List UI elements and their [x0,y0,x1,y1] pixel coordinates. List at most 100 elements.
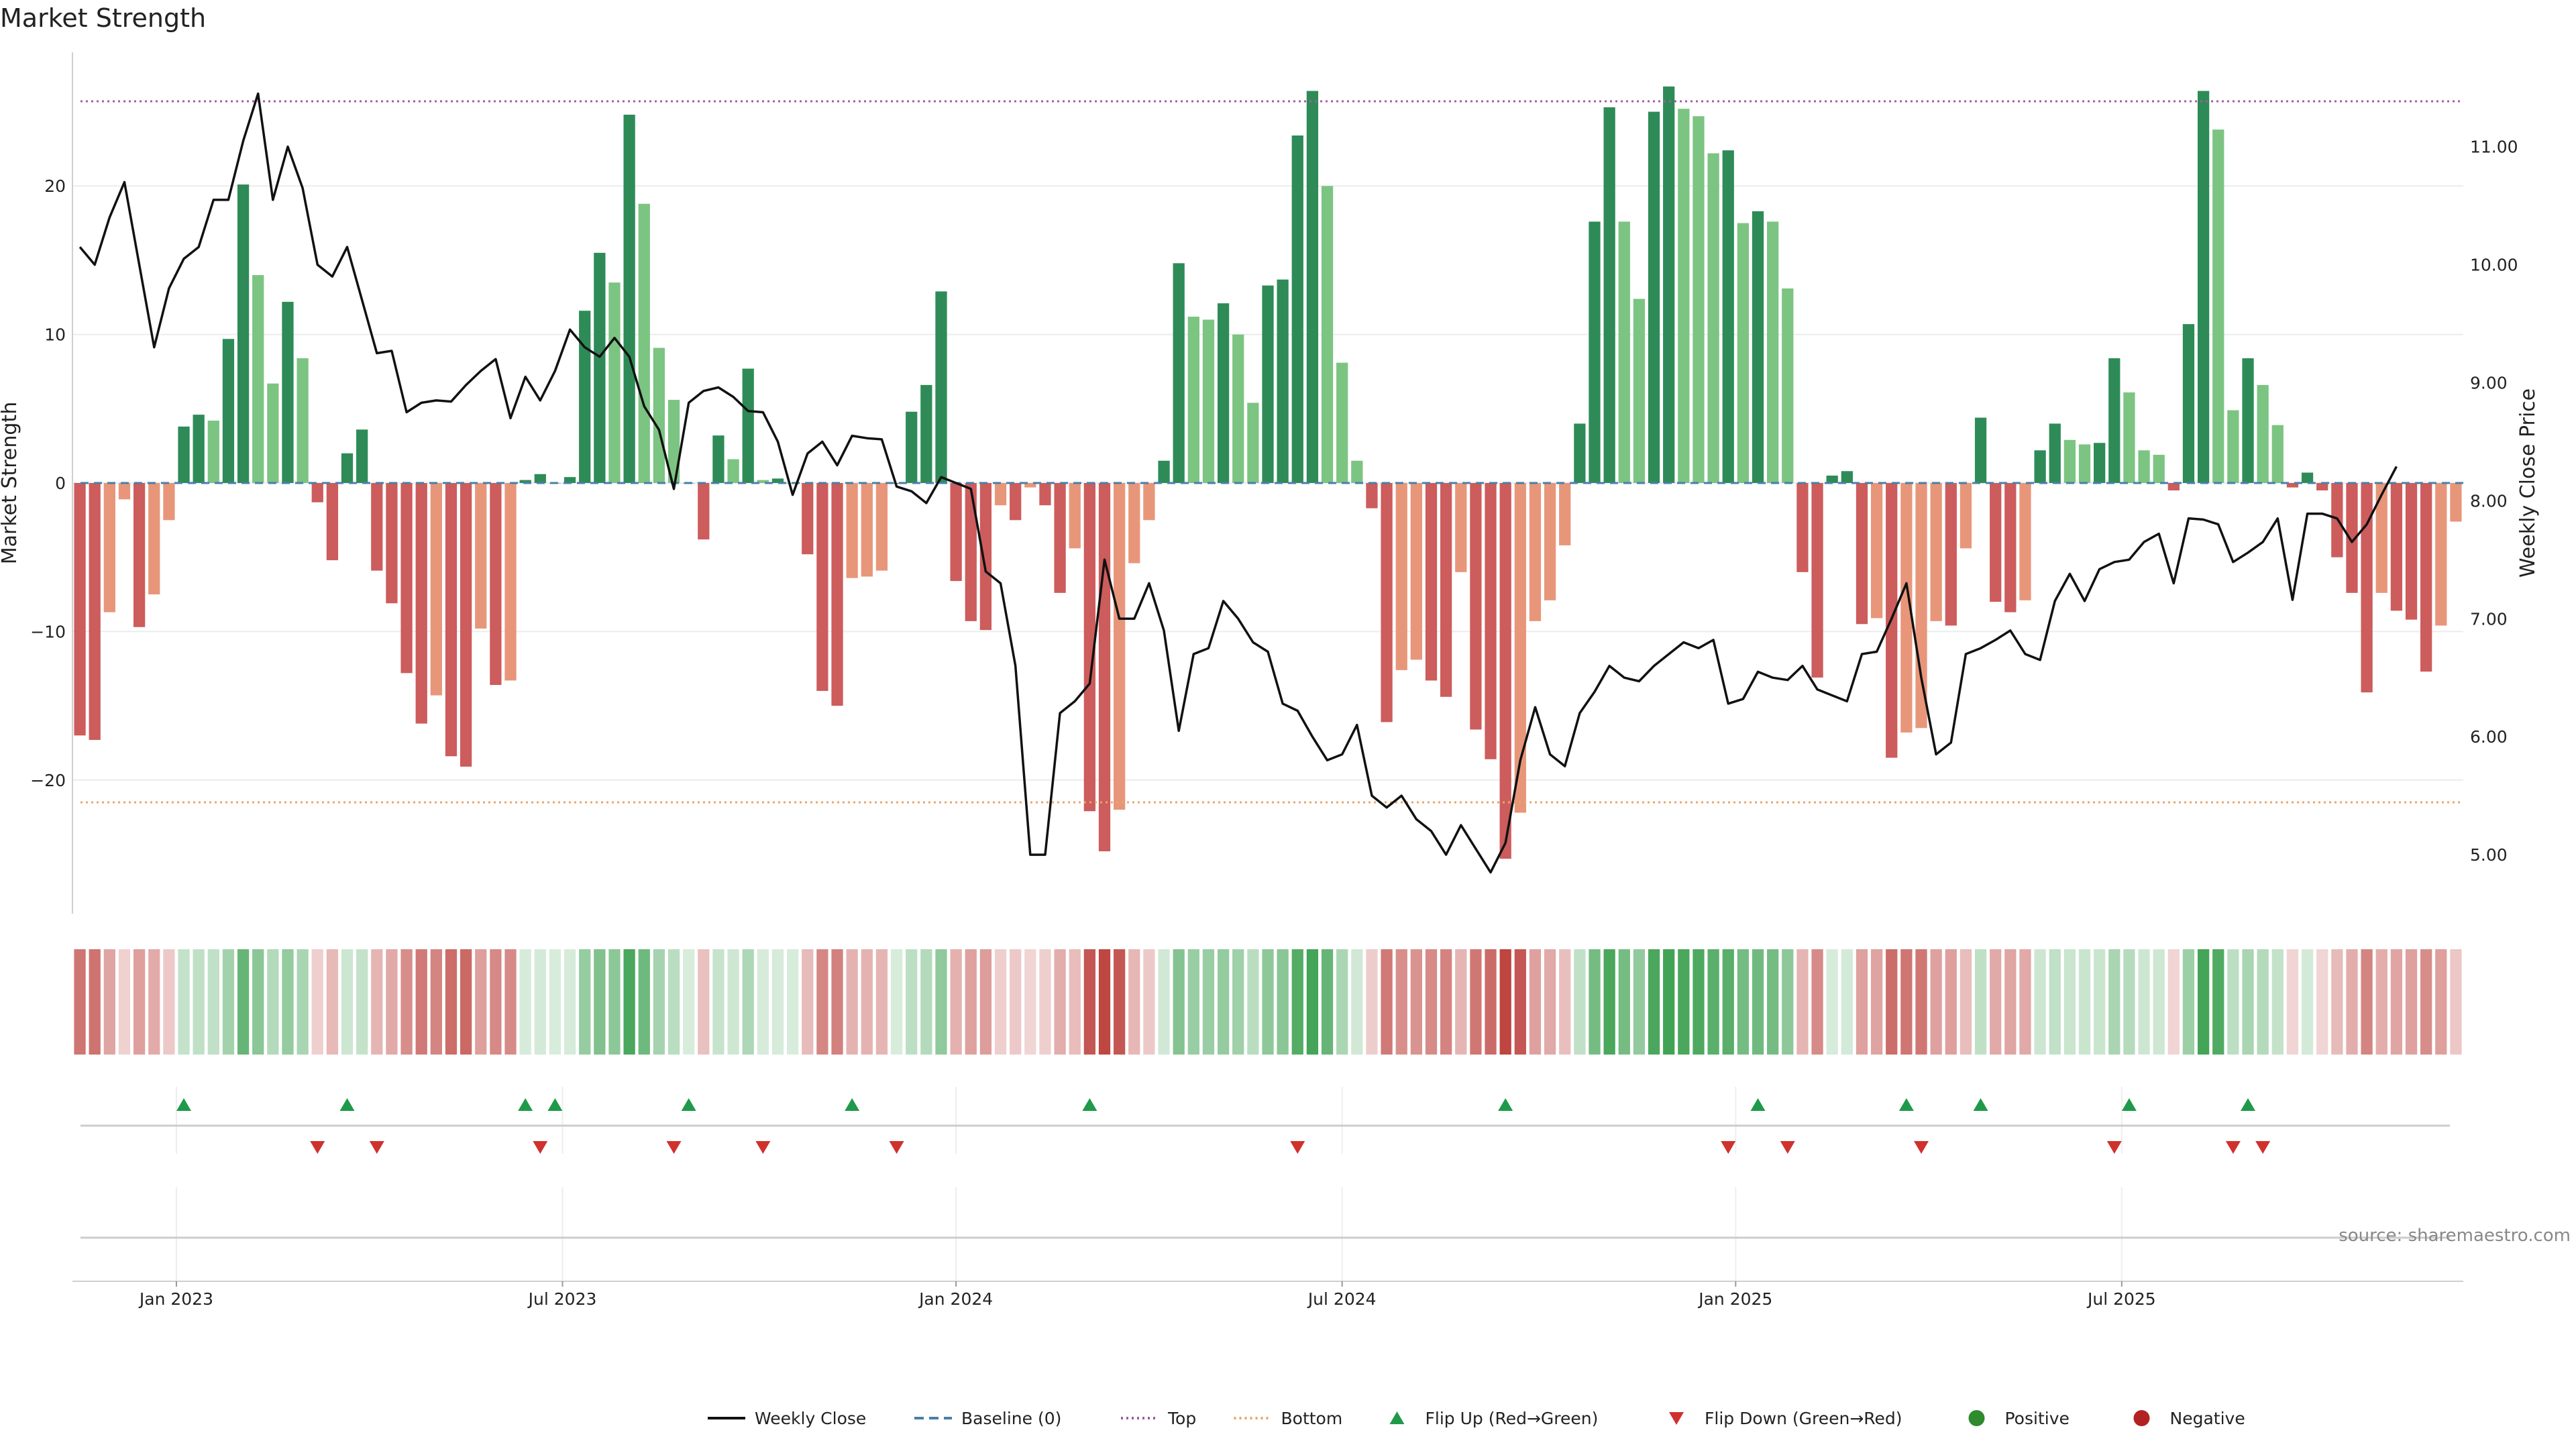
flip-down-marker [310,1141,325,1154]
strength-bar [979,483,992,631]
heat-cell [2108,949,2121,1055]
heat-cell [994,949,1007,1055]
strength-bar [1440,483,1452,697]
strength-bar [1841,471,1853,483]
strength-bar [326,483,339,561]
legend-item: Bottom [1234,1409,1343,1428]
heat-cell [1351,949,1363,1055]
flip-up-marker [845,1098,860,1111]
flip-down-marker [2106,1141,2122,1154]
strength-bar [1663,86,1675,483]
heat-cell [1618,949,1630,1055]
strength-bar [490,483,502,686]
flip-down-marker [2225,1141,2241,1154]
strength-bar [757,480,769,483]
strength-bar [1054,483,1066,593]
heat-cell [1039,949,1051,1055]
heat-cell [2316,949,2328,1055]
strength-bar [1187,317,1199,483]
strength-bar [2123,392,2135,483]
heat-cell [475,949,487,1055]
strength-bar [2316,483,2328,491]
strength-bar [623,114,635,483]
heat-cell [237,949,250,1055]
strength-bar [1603,107,1615,483]
flip-up-marker [339,1098,355,1111]
heat-cell [1722,949,1734,1055]
heat-cell [950,949,962,1055]
heat-cell [1648,949,1660,1055]
strength-bar [1722,150,1734,483]
strength-bar [1291,135,1303,483]
strength-bar [1752,211,1764,483]
strength-bar [771,478,784,483]
strength-bar [2405,483,2418,620]
strength-bar [1425,483,1438,681]
heat-cell [1514,949,1526,1055]
heat-cell [2019,949,2031,1055]
strength-bar [920,384,932,483]
flip-markers-panel [80,1087,2450,1281]
strength-bar [1485,483,1497,759]
heat-cell [2390,949,2403,1055]
heat-cell [549,949,561,1055]
strength-bar [2138,450,2150,483]
strength-bar [579,311,591,483]
strength-bars [74,86,2462,859]
heat-cell [1321,949,1334,1055]
heat-cell [1202,949,1215,1055]
heat-cell [1752,949,1764,1055]
strength-bar [608,282,621,483]
heat-cell [2227,949,2239,1055]
flip-down-marker [889,1141,904,1154]
flip-down-marker [2255,1141,2271,1154]
heat-cell [1559,949,1571,1055]
heat-cell [1796,949,1809,1055]
y-tick-label: −10 [30,622,66,641]
x-tick-label: Jul 2023 [527,1289,597,1309]
strength-bar [282,301,294,483]
heat-cell [2212,949,2224,1055]
heat-cell [802,949,814,1055]
strength-bar [400,483,413,674]
strength-bar [1083,483,1095,812]
heat-cell [2271,949,2284,1055]
weekly-close-polyline [78,92,2398,874]
x-tick-label: Jan 2024 [918,1289,993,1309]
strength-bar [1455,483,1467,572]
x-tick-label: Jan 2025 [1697,1289,1772,1309]
x-tick-label: Jul 2025 [2086,1289,2156,1309]
flip-up-marker [176,1098,192,1111]
heat-cell [415,949,427,1055]
heat-cell [623,949,635,1055]
legend-label: Bottom [1281,1409,1343,1428]
heat-cell [2167,949,2180,1055]
strength-bar [1098,483,1111,852]
strength-bar [1856,483,1868,625]
heat-cell [594,949,606,1055]
strength-bar [2375,483,2387,593]
y2-tick-label: 6.00 [2470,727,2508,747]
triangle-up-icon [1389,1411,1405,1424]
strength-bar [252,275,264,483]
heat-cell [1054,949,1066,1055]
heat-cell [89,949,101,1055]
heat-cell [341,949,354,1055]
strength-bar [1974,417,1987,483]
strength-bar [1010,483,1022,521]
strength-bar [846,483,858,578]
legend-label: Flip Down (Green→Red) [1705,1409,1902,1428]
heat-cell [1886,949,1898,1055]
right-y-axis: 5.00 6.00 7.00 8.00 9.00 10.00 11.00 Weekly Clo… [2470,138,2540,865]
flip-up-marker [1973,1098,1988,1111]
heat-cell [1856,949,1868,1055]
strength-bar [2257,384,2269,483]
heat-cell [816,949,828,1055]
strength-bar [1618,221,1630,483]
strength-bar [816,483,828,691]
heat-cell [1841,949,1853,1055]
strength-bar [1826,475,1838,483]
heat-cell [193,949,205,1055]
strength-bar [594,252,606,483]
strength-bar [519,480,531,483]
